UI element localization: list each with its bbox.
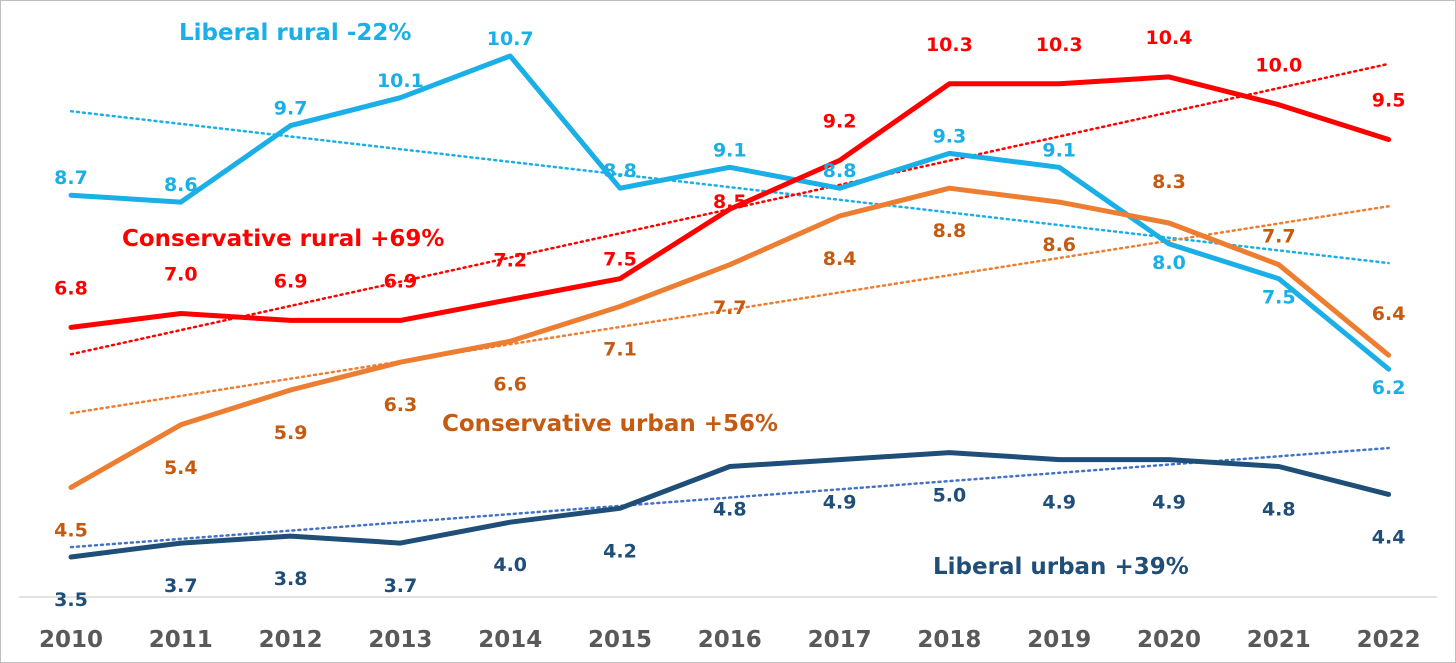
- data-label-liberal-rural-2012: 9.7: [274, 98, 308, 120]
- series-name-labels: Liberal rural -22% Conservative rural +6…: [122, 20, 1189, 580]
- data-label-liberal-urban-2011: 3.7: [164, 575, 198, 597]
- data-label-liberal-rural-2014: 10.7: [487, 28, 534, 50]
- trendlines: [69, 62, 1390, 549]
- x-tick-2020: 2020: [1137, 627, 1201, 653]
- series-name-liberal-urban: Liberal urban +39%: [933, 554, 1189, 580]
- data-label-conservative-rural-2018: 10.3: [926, 34, 973, 56]
- data-label-liberal-rural-2013: 10.1: [377, 70, 424, 92]
- data-label-conservative-rural-2020: 10.4: [1146, 27, 1193, 49]
- trendline-liberal-urban: [69, 446, 1390, 549]
- data-label-liberal-urban-2017: 4.9: [823, 492, 857, 514]
- data-label-conservative-urban-2011: 5.4: [164, 457, 198, 479]
- data-label-conservative-rural-2019: 10.3: [1036, 34, 1083, 56]
- data-label-liberal-urban-2015: 4.2: [603, 540, 637, 562]
- series-line-conservative-urban: [68, 185, 1392, 490]
- data-label-liberal-rural-2020: 8.0: [1152, 252, 1186, 274]
- data-label-conservative-rural-2017: 9.2: [823, 110, 857, 132]
- data-label-liberal-urban-2013: 3.7: [384, 575, 418, 597]
- x-tick-2011: 2011: [149, 627, 213, 653]
- data-label-conservative-urban-2016: 7.7: [713, 297, 747, 319]
- data-label-liberal-urban-2021: 4.8: [1262, 499, 1296, 521]
- data-label-liberal-urban-2018: 5.0: [933, 485, 967, 507]
- series-name-conservative-rural: Conservative rural +69%: [122, 226, 444, 252]
- data-label-conservative-urban-2021: 7.7: [1262, 225, 1296, 247]
- data-label-liberal-rural-2010: 8.7: [54, 167, 88, 189]
- data-label-liberal-rural-2015: 8.8: [603, 160, 637, 182]
- series-line-liberal-rural: [68, 53, 1392, 372]
- series-line-liberal-urban: [68, 450, 1392, 560]
- data-label-conservative-rural-2013: 6.9: [384, 270, 418, 292]
- data-label-liberal-urban-2014: 4.0: [493, 554, 527, 576]
- data-label-liberal-urban-2019: 4.9: [1042, 492, 1076, 514]
- x-tick-2012: 2012: [259, 627, 323, 653]
- series-line-conservative-rural: [68, 74, 1392, 330]
- data-label-conservative-urban-2010: 4.5: [54, 519, 88, 541]
- data-label-liberal-rural-2022: 6.2: [1372, 377, 1406, 399]
- data-label-conservative-rural-2012: 6.9: [274, 270, 308, 292]
- data-label-conservative-urban-2020: 8.3: [1152, 171, 1186, 193]
- x-tick-2019: 2019: [1027, 627, 1091, 653]
- trendline-conservative-urban: [69, 205, 1390, 415]
- data-label-conservative-urban-2017: 8.4: [823, 248, 857, 270]
- x-tick-2017: 2017: [808, 627, 872, 653]
- data-label-liberal-urban-2020: 4.9: [1152, 492, 1186, 514]
- data-label-liberal-urban-2022: 4.4: [1372, 526, 1406, 548]
- x-tick-2016: 2016: [698, 627, 762, 653]
- data-label-liberal-rural-2011: 8.6: [164, 174, 198, 196]
- x-tick-2014: 2014: [478, 627, 542, 653]
- data-label-conservative-urban-2014: 6.6: [493, 373, 527, 395]
- x-tick-2021: 2021: [1247, 627, 1311, 653]
- series-name-liberal-rural: Liberal rural -22%: [179, 20, 411, 46]
- data-label-conservative-rural-2010: 6.8: [54, 277, 88, 299]
- data-label-conservative-urban-2015: 7.1: [603, 339, 637, 361]
- x-tick-2015: 2015: [588, 627, 652, 653]
- series-lines: [68, 53, 1392, 560]
- data-label-liberal-rural-2018: 9.3: [933, 125, 967, 147]
- data-label-liberal-rural-2021: 7.5: [1262, 287, 1296, 309]
- data-label-liberal-rural-2019: 9.1: [1042, 139, 1076, 161]
- series-name-conservative-urban: Conservative urban +56%: [442, 411, 778, 437]
- data-label-conservative-urban-2013: 6.3: [384, 394, 418, 416]
- data-label-conservative-urban-2012: 5.9: [274, 422, 308, 444]
- data-label-conservative-rural-2011: 7.0: [164, 263, 198, 285]
- data-label-conservative-urban-2018: 8.8: [933, 220, 967, 242]
- data-label-liberal-urban-2010: 3.5: [54, 589, 88, 611]
- x-tick-2018: 2018: [917, 627, 981, 653]
- data-labels: 8.7 8.6 9.7 10.1 10.7 8.8 9.1 8.8 9.3 9.1 8.0 7.5 6.…: [54, 27, 1405, 611]
- data-label-conservative-urban-2022: 6.4: [1372, 303, 1406, 325]
- x-axis-ticks: 2010 2011 2012 2013 2014 2015 2016 2017 2018 2019…: [39, 627, 1421, 653]
- data-label-conservative-rural-2021: 10.0: [1255, 55, 1302, 77]
- data-label-liberal-rural-2017: 8.8: [823, 160, 857, 182]
- data-label-liberal-urban-2012: 3.8: [274, 568, 308, 590]
- data-label-liberal-rural-2016: 9.1: [713, 139, 747, 161]
- x-tick-2013: 2013: [368, 627, 432, 653]
- data-label-conservative-urban-2019: 8.6: [1042, 234, 1076, 256]
- data-label-liberal-urban-2016: 4.8: [713, 499, 747, 521]
- trendline-liberal-rural: [69, 109, 1390, 265]
- data-label-conservative-rural-2014: 7.2: [493, 250, 527, 272]
- data-label-conservative-rural-2016: 8.5: [713, 191, 747, 213]
- x-tick-2010: 2010: [39, 627, 103, 653]
- x-tick-2022: 2022: [1357, 627, 1421, 653]
- data-label-conservative-rural-2022: 9.5: [1372, 90, 1406, 112]
- data-label-conservative-rural-2015: 7.5: [603, 249, 637, 271]
